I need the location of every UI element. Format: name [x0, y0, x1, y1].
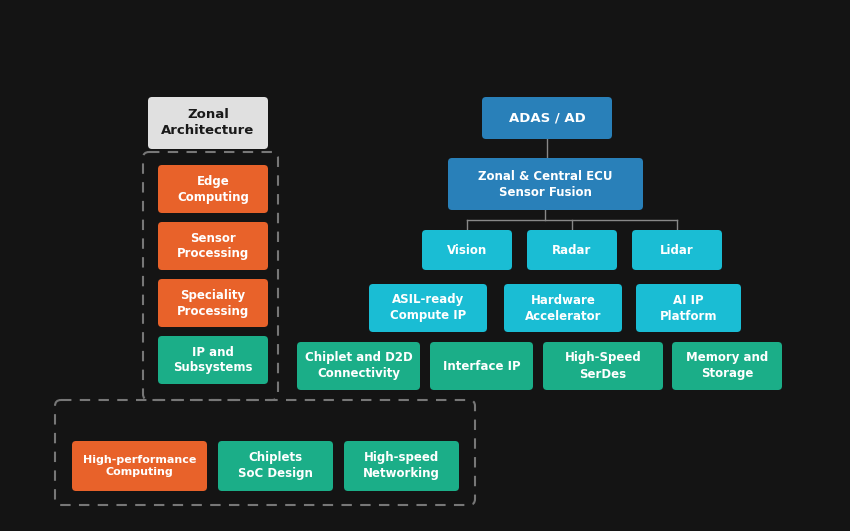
FancyBboxPatch shape: [482, 97, 612, 139]
FancyBboxPatch shape: [543, 342, 663, 390]
Text: AI IP
Platform: AI IP Platform: [660, 294, 717, 322]
FancyBboxPatch shape: [369, 284, 487, 332]
Text: Memory and
Storage: Memory and Storage: [686, 352, 768, 381]
Text: Sensor
Processing: Sensor Processing: [177, 232, 249, 261]
FancyBboxPatch shape: [158, 165, 268, 213]
FancyBboxPatch shape: [430, 342, 533, 390]
Text: Radar: Radar: [552, 244, 592, 256]
Text: IP and
Subsystems: IP and Subsystems: [173, 346, 252, 374]
FancyBboxPatch shape: [158, 222, 268, 270]
FancyBboxPatch shape: [344, 441, 459, 491]
FancyBboxPatch shape: [636, 284, 741, 332]
FancyBboxPatch shape: [527, 230, 617, 270]
FancyBboxPatch shape: [422, 230, 512, 270]
Text: High-Speed
SerDes: High-Speed SerDes: [564, 352, 642, 381]
Text: ADAS / AD: ADAS / AD: [508, 112, 586, 124]
Text: Vision: Vision: [447, 244, 487, 256]
Text: Interface IP: Interface IP: [443, 359, 520, 373]
Text: Lidar: Lidar: [660, 244, 694, 256]
FancyBboxPatch shape: [448, 158, 643, 210]
Text: Zonal
Architecture: Zonal Architecture: [162, 108, 255, 138]
Text: Zonal & Central ECU
Sensor Fusion: Zonal & Central ECU Sensor Fusion: [479, 169, 613, 199]
FancyBboxPatch shape: [158, 336, 268, 384]
FancyBboxPatch shape: [632, 230, 722, 270]
Text: ASIL-ready
Compute IP: ASIL-ready Compute IP: [390, 294, 466, 322]
Text: Hardware
Accelerator: Hardware Accelerator: [524, 294, 601, 322]
FancyBboxPatch shape: [672, 342, 782, 390]
Text: Chiplet and D2D
Connectivity: Chiplet and D2D Connectivity: [304, 352, 412, 381]
FancyBboxPatch shape: [218, 441, 333, 491]
Text: Edge
Computing: Edge Computing: [177, 175, 249, 203]
FancyBboxPatch shape: [297, 342, 420, 390]
Text: High-performance
Computing: High-performance Computing: [82, 455, 196, 477]
FancyBboxPatch shape: [148, 97, 268, 149]
FancyBboxPatch shape: [504, 284, 622, 332]
FancyBboxPatch shape: [72, 441, 207, 491]
Text: Chiplets
SoC Design: Chiplets SoC Design: [238, 451, 313, 481]
FancyBboxPatch shape: [158, 279, 268, 327]
Text: Speciality
Processing: Speciality Processing: [177, 288, 249, 318]
Text: High-speed
Networking: High-speed Networking: [363, 451, 440, 481]
